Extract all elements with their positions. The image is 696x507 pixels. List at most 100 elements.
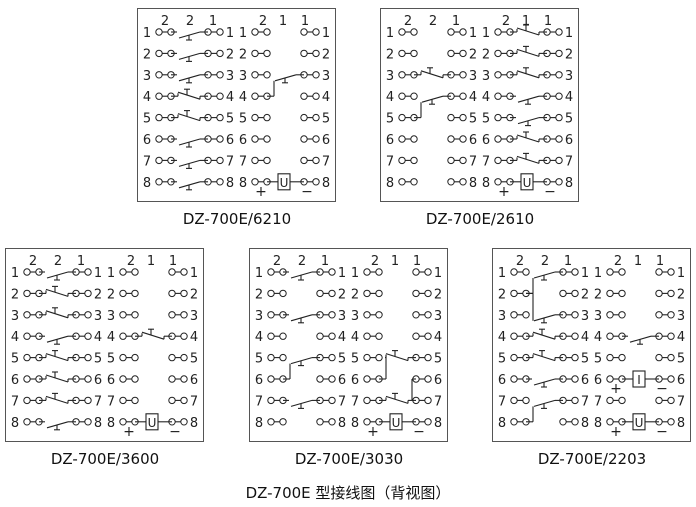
terminal <box>412 268 420 276</box>
terminal <box>555 49 563 58</box>
terminal <box>251 178 259 186</box>
terminal-number: 6 <box>594 373 602 388</box>
terminal-number: 2 <box>498 287 506 302</box>
terminal <box>155 28 163 36</box>
terminal <box>23 353 31 362</box>
pole-label: 1 <box>452 14 460 29</box>
terminal-number: 6 <box>482 133 490 148</box>
terminal <box>412 311 420 319</box>
terminal <box>459 178 467 186</box>
terminal-number: 7 <box>498 394 506 409</box>
terminal <box>606 353 614 362</box>
terminal-number: 1 <box>226 26 234 41</box>
terminal-number: 3 <box>226 69 234 84</box>
contact-nc-row-2 <box>510 45 547 57</box>
terminal <box>618 311 626 319</box>
terminal-number: 5 <box>498 352 506 367</box>
terminal-number: 5 <box>482 112 490 127</box>
terminal <box>168 268 176 276</box>
terminal-number: 1 <box>581 266 589 281</box>
contact-blade <box>45 353 69 362</box>
coil-label: I <box>637 373 641 387</box>
terminal <box>251 71 259 79</box>
terminal <box>447 135 455 143</box>
terminal-number: 3 <box>107 309 115 324</box>
terminal <box>23 311 31 319</box>
terminal <box>84 353 92 362</box>
terminal-number: 5 <box>190 352 198 367</box>
contact-nc-row-5 <box>39 350 76 362</box>
terminal <box>655 353 663 362</box>
terminal <box>494 92 502 100</box>
terminal <box>555 135 563 143</box>
terminal-number: 4 <box>351 330 359 345</box>
terminal-number: 6 <box>469 133 477 148</box>
terminal-number: 8 <box>11 416 19 431</box>
relay-coil-U: U + − <box>255 173 313 200</box>
panel-3600: 2 2 1 2 1 1 1 1 1 1 2 2 2 2 3 3 3 3 4 4 4 4 5 5 5 5 6 6 6 6 7 7 7 7 8 8 8 8 U +… <box>5 248 204 442</box>
terminal-number: 8 <box>190 416 198 431</box>
terminal <box>328 268 336 276</box>
terminal <box>424 418 432 426</box>
terminal-number: 7 <box>94 394 102 409</box>
terminal <box>494 49 502 58</box>
terminal <box>263 156 271 165</box>
pole-label: 1 <box>321 254 329 269</box>
terminal <box>267 332 275 340</box>
terminal-number: 7 <box>677 394 685 409</box>
contact-blade <box>45 395 69 404</box>
pole-label: 2 <box>429 14 437 29</box>
pole-label: 1 <box>77 254 85 269</box>
terminal <box>571 396 579 405</box>
terminal <box>655 289 663 298</box>
terminal-number: 5 <box>94 352 102 367</box>
terminal-number: 5 <box>386 112 394 127</box>
terminal <box>667 418 675 426</box>
terminal <box>300 49 308 58</box>
terminal-number: 4 <box>11 330 19 345</box>
terminal <box>312 28 320 36</box>
terminal-number: 3 <box>190 309 198 324</box>
coil-label: U <box>392 416 401 430</box>
contact-no-row-4 <box>622 335 659 345</box>
terminal <box>655 268 663 276</box>
terminal <box>447 49 455 58</box>
contact-no-row-1 <box>171 31 208 41</box>
terminal <box>398 178 406 186</box>
terminal-number: 6 <box>565 133 573 148</box>
plus-sign: + <box>123 424 135 440</box>
pole-label: 1 <box>301 14 309 29</box>
terminal <box>522 311 530 319</box>
terminal <box>410 92 418 100</box>
terminal-number: 6 <box>677 373 685 388</box>
terminal <box>155 113 163 122</box>
terminal-number: 8 <box>565 176 573 191</box>
terminal <box>447 156 455 165</box>
terminal <box>155 135 163 143</box>
contact-no-row-3 <box>171 74 208 84</box>
pole-label: 1 <box>413 254 421 269</box>
terminal <box>363 418 371 426</box>
coil-box <box>632 370 646 388</box>
pole-label: 1 <box>544 14 552 29</box>
terminal <box>168 353 176 362</box>
contact-no-row-6 <box>171 138 208 148</box>
terminal-number: 1 <box>107 266 115 281</box>
terminal <box>155 71 163 79</box>
terminal <box>667 332 675 340</box>
terminal <box>216 49 224 58</box>
terminal <box>655 396 663 405</box>
contact-nc-row-6 <box>510 131 547 143</box>
terminal <box>267 289 275 298</box>
plus-sign: + <box>255 184 267 200</box>
terminal <box>398 135 406 143</box>
terminal-number: 3 <box>482 69 490 84</box>
terminal-number: 5 <box>239 112 247 127</box>
terminal <box>251 49 259 58</box>
terminal-number: 5 <box>338 352 346 367</box>
terminal <box>316 375 324 383</box>
terminal-number: 7 <box>226 154 234 169</box>
terminal-number: 5 <box>434 352 442 367</box>
terminal <box>251 135 259 143</box>
terminal-number: 2 <box>226 47 234 62</box>
